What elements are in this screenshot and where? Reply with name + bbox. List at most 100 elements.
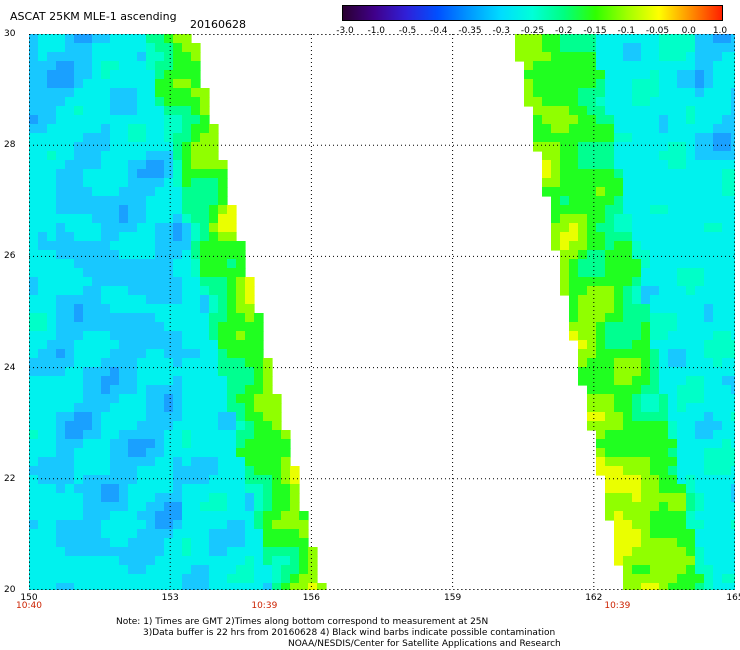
swath-cell — [704, 484, 714, 494]
swath-cell — [56, 313, 66, 323]
swath-cell — [677, 331, 687, 341]
swath-cell — [686, 385, 696, 395]
swath-cell — [101, 250, 111, 260]
swath-cell — [128, 421, 138, 431]
swath-cell — [110, 511, 120, 521]
swath-cell — [119, 313, 129, 323]
swath-cell — [146, 160, 156, 170]
swath-cell — [56, 142, 66, 152]
swath-cell — [83, 331, 93, 341]
swath-cell — [605, 187, 615, 197]
swath-cell — [200, 493, 210, 503]
swath-cell — [164, 79, 174, 89]
swath-cell — [677, 430, 687, 440]
swath-cell — [560, 88, 570, 98]
swath-cell — [218, 178, 228, 188]
swath-cell — [605, 34, 615, 44]
latitude-label: 20 — [4, 585, 16, 595]
swath-cell — [119, 241, 129, 251]
swath-cell — [605, 457, 615, 467]
swath-cell — [533, 52, 543, 62]
swath-cell — [578, 52, 588, 62]
swath-cell — [542, 124, 552, 134]
swath-cell — [173, 376, 183, 386]
swath-cell — [722, 160, 732, 170]
swath-cell — [83, 106, 93, 116]
swath-cell — [623, 277, 633, 287]
swath-cell — [245, 529, 255, 539]
swath-cell — [209, 124, 219, 134]
swath-cell — [713, 430, 723, 440]
swath-cell — [695, 421, 705, 431]
swath-cell — [47, 367, 57, 377]
swath-cell — [29, 160, 39, 170]
swath-cell — [713, 178, 723, 188]
swath-cell — [182, 106, 192, 116]
swath-cell — [227, 475, 237, 485]
swath-cell — [47, 142, 57, 152]
map-plot[interactable] — [29, 34, 735, 590]
swath-cell — [731, 259, 735, 269]
swath-cell — [164, 160, 174, 170]
swath-cell — [137, 565, 147, 575]
swath-cell — [182, 376, 192, 386]
swath-cell — [686, 358, 696, 368]
swath-cell — [146, 358, 156, 368]
swath-cell — [191, 322, 201, 332]
swath-cell — [731, 547, 735, 557]
swath-cell — [209, 547, 219, 557]
swath-cell — [227, 232, 237, 242]
swath-cell — [632, 493, 642, 503]
swath-cell — [551, 34, 561, 44]
swath-cell — [641, 385, 651, 395]
swath-cell — [182, 34, 192, 44]
swath-cell — [146, 565, 156, 575]
swath-cell — [236, 295, 246, 305]
swath-cell — [155, 34, 165, 44]
swath-cell — [686, 520, 696, 530]
swath-cell — [146, 43, 156, 53]
swath-cell — [164, 412, 174, 422]
swath-cell — [182, 313, 192, 323]
swath-cell — [173, 448, 183, 458]
swath-cell — [641, 142, 651, 152]
swath-cell — [29, 421, 39, 431]
swath-cell — [713, 169, 723, 179]
swath-cell — [209, 511, 219, 521]
swath-cell — [101, 358, 111, 368]
swath-cell — [254, 583, 264, 590]
swath-cell — [200, 124, 210, 134]
swath-cell — [164, 538, 174, 548]
swath-cell — [623, 556, 633, 566]
swath-cell — [182, 241, 192, 251]
swath-cell — [128, 331, 138, 341]
swath-cell — [92, 484, 102, 494]
swath-cell — [569, 331, 579, 341]
swath-cell — [209, 259, 219, 269]
swath-cell — [92, 79, 102, 89]
swath-cell — [164, 556, 174, 566]
swath-cell — [713, 457, 723, 467]
swath-cell — [227, 565, 237, 575]
swath-cell — [245, 277, 255, 287]
swath-cell — [164, 484, 174, 494]
swath-cell — [65, 295, 75, 305]
swath-cell — [173, 367, 183, 377]
swath-cell — [218, 385, 228, 395]
swath-cell — [56, 475, 66, 485]
swath-cell — [605, 277, 615, 287]
swath-cell — [173, 547, 183, 557]
swath-cell — [236, 322, 246, 332]
swath-cell — [245, 439, 255, 449]
swath-cell — [578, 205, 588, 215]
swath-cell — [668, 538, 678, 548]
swath-cell — [65, 43, 75, 53]
swath-cell — [101, 133, 111, 143]
swath-cell — [101, 466, 111, 476]
swath-cell — [146, 556, 156, 566]
swath-cell — [83, 376, 93, 386]
swath-cell — [623, 484, 633, 494]
swath-cell — [596, 322, 606, 332]
swath-cell — [65, 160, 75, 170]
swath-cell — [596, 178, 606, 188]
